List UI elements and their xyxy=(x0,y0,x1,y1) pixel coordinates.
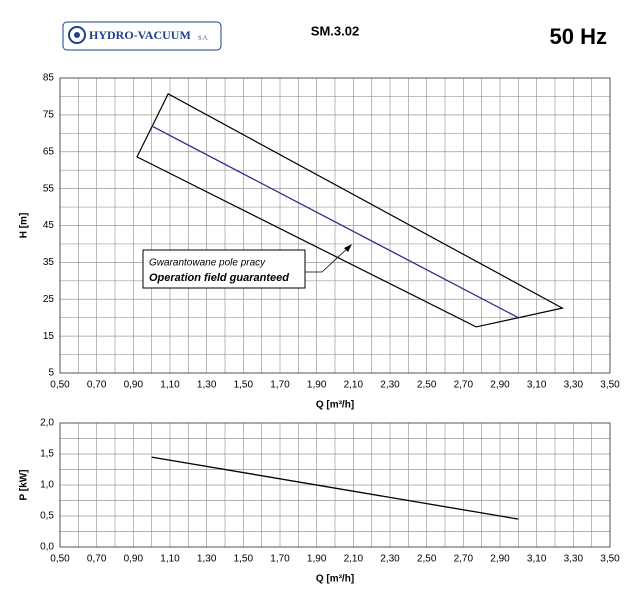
x-tick-label: 1,50 xyxy=(234,380,254,391)
y-tick-label: 0,0 xyxy=(40,542,54,553)
x-tick-label: 3,10 xyxy=(527,380,547,391)
x-tick-label: 1,70 xyxy=(270,380,290,391)
x-tick-label: 1,50 xyxy=(234,554,254,565)
x-tick-label: 2,30 xyxy=(380,380,400,391)
plot-frame xyxy=(59,422,611,548)
annotation-arrow xyxy=(305,245,351,273)
logo-icon xyxy=(68,26,86,44)
x-tick-label: 2,90 xyxy=(490,554,510,565)
x-tick-label: 2,70 xyxy=(454,380,474,391)
x-tick-label: 3,30 xyxy=(564,554,584,565)
operation-field xyxy=(136,93,565,328)
x-tick-label: 0,70 xyxy=(87,380,107,391)
x-tick-label: 1,10 xyxy=(160,380,180,391)
y-tick-label: 75 xyxy=(43,110,55,121)
x-tick-label: 3,50 xyxy=(600,380,620,391)
y-tick-label: 55 xyxy=(43,183,55,194)
y-tick-label: 25 xyxy=(43,294,55,305)
logo-icon-core xyxy=(74,32,80,38)
logo-suffix: S.A. xyxy=(198,35,209,41)
annotation: Operation field guaranteed xyxy=(149,272,289,284)
y-tick-label: 85 xyxy=(43,73,55,84)
x-tick-label: 2,10 xyxy=(344,554,364,565)
x-tick-label: 2,10 xyxy=(344,380,364,391)
y-tick-label: 1,0 xyxy=(40,480,54,491)
x-tick-label: 1,90 xyxy=(307,554,327,565)
frequency: 50 Hz xyxy=(550,24,607,49)
x-tick-label: 2,50 xyxy=(417,380,437,391)
y-tick-label: 2,0 xyxy=(40,418,54,429)
x-tick-label: 0,50 xyxy=(50,554,70,565)
model: SM.3.02 xyxy=(311,23,359,38)
x-tick-label: 2,90 xyxy=(490,380,510,391)
y-tick-label: 45 xyxy=(43,220,55,231)
x-tick-label: 1,30 xyxy=(197,380,217,391)
y-tick-label: 5 xyxy=(48,368,54,379)
logo-text: HYDRO-VACUUM xyxy=(89,28,191,42)
x-tick-label: 1,90 xyxy=(307,380,327,391)
y-tick-label: 1,5 xyxy=(40,449,54,460)
x-tick-label: 3,10 xyxy=(527,554,547,565)
x-tick-label: 2,30 xyxy=(380,554,400,565)
curve xyxy=(151,456,519,520)
curve xyxy=(151,125,519,319)
x-tick-label: 1,30 xyxy=(197,554,217,565)
x-axis-label: Q [m³/h] xyxy=(316,574,354,585)
plot-frame xyxy=(59,77,611,374)
x-tick-label: 2,70 xyxy=(454,554,474,565)
y-axis-label: P [kW] xyxy=(19,470,30,501)
x-tick-label: 3,30 xyxy=(564,380,584,391)
x-tick-label: 0,90 xyxy=(124,380,144,391)
y-tick-label: 65 xyxy=(43,146,55,157)
x-tick-label: 1,70 xyxy=(270,554,290,565)
x-tick-label: 0,90 xyxy=(124,554,144,565)
y-tick-label: 15 xyxy=(43,331,55,342)
annotation-box xyxy=(142,249,306,289)
x-tick-label: 3,50 xyxy=(600,554,620,565)
x-axis-label: Q [m³/h] xyxy=(316,400,354,411)
x-tick-label: 0,50 xyxy=(50,380,70,391)
y-axis-label: H [m] xyxy=(19,213,30,239)
annotation: Gwarantowane pole pracy xyxy=(149,258,266,269)
x-tick-label: 0,70 xyxy=(87,554,107,565)
annotation-arrowhead xyxy=(344,244,352,252)
x-tick-label: 2,50 xyxy=(417,554,437,565)
x-tick-label: 1,10 xyxy=(160,554,180,565)
y-tick-label: 35 xyxy=(43,257,55,268)
logo-frame xyxy=(62,21,222,51)
y-tick-label: 0,5 xyxy=(40,511,54,522)
